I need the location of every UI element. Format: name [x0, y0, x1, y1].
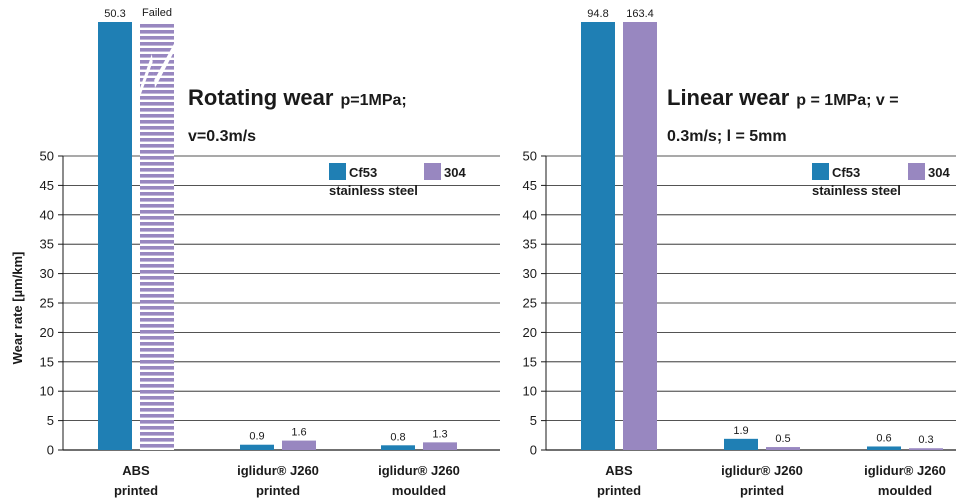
data-label: 0.6	[876, 432, 891, 444]
y-tick-label: 5	[47, 413, 54, 428]
y-tick-label: 45	[523, 178, 537, 193]
category-label: printed	[597, 483, 641, 498]
data-label: 1.3	[432, 428, 447, 440]
legend-swatch	[908, 163, 925, 180]
chart-title-conditions: v=0.3m/s	[188, 128, 256, 145]
data-label: 0.8	[390, 431, 405, 443]
bar	[282, 440, 316, 450]
y-tick-label: 50	[40, 149, 54, 164]
y-tick-label: 10	[40, 384, 54, 399]
bar	[240, 444, 274, 450]
chart-title: Rotating wear p=1MPa;	[188, 85, 407, 110]
data-label: Failed	[142, 7, 172, 19]
legend-label: Cf53	[349, 165, 377, 180]
y-tick-label: 35	[40, 237, 54, 252]
bar	[766, 447, 800, 450]
category-label: ABS	[605, 463, 633, 478]
rotating-wear-chart: 0 5 10 15 20 25 30 35 40 45 50 Wear rate [µm/km] 50.…	[10, 7, 500, 498]
y-tick-label: 10	[523, 384, 537, 399]
legend-swatch	[329, 163, 346, 180]
y-tick-label: 45	[40, 178, 54, 193]
category-label: printed	[740, 483, 784, 498]
data-label: 0.5	[775, 433, 790, 445]
y-tick-label: 30	[523, 266, 537, 281]
y-axis-label: Wear rate [µm/km]	[10, 252, 25, 365]
legend-swatch	[424, 163, 441, 180]
y-tick-label: 25	[523, 296, 537, 311]
bar-overflow	[623, 22, 657, 450]
legend-label: 304	[928, 165, 950, 180]
y-tick-label: 5	[530, 413, 537, 428]
chart-title-conditions: p = 1MPa; v =	[796, 92, 898, 109]
bar	[724, 438, 758, 450]
y-tick-label: 25	[40, 296, 54, 311]
legend-swatch	[812, 163, 829, 180]
y-tick-label: 20	[523, 325, 537, 340]
category-label: iglidur® J260	[237, 463, 319, 478]
bar	[381, 445, 415, 450]
y-tick-label: 20	[40, 325, 54, 340]
data-label: 94.8	[587, 8, 608, 20]
y-tick-label: 50	[523, 149, 537, 164]
y-tick-label: 0	[47, 443, 54, 458]
category-label: printed	[114, 483, 158, 498]
y-tick-label: 35	[523, 237, 537, 252]
chart-title-main: Linear wear	[667, 85, 790, 110]
y-tick-label: 15	[40, 354, 54, 369]
bar	[867, 446, 901, 450]
category-label: iglidur® J260	[721, 463, 803, 478]
category-label: ABS	[122, 463, 150, 478]
bar-failed	[140, 22, 174, 450]
y-tick-label: 40	[523, 207, 537, 222]
data-label: 0.9	[249, 431, 264, 443]
bar	[909, 448, 943, 450]
data-label: 1.9	[733, 425, 748, 437]
legend-note: stainless steel	[329, 183, 418, 198]
bar	[423, 442, 457, 450]
category-label: printed	[256, 483, 300, 498]
chart-title-main: Rotating wear	[188, 85, 334, 110]
category-label: iglidur® J260	[864, 463, 946, 478]
bar-overflow	[581, 22, 615, 450]
y-tick-label: 30	[40, 266, 54, 281]
legend-label: 304	[444, 165, 466, 180]
bar-overflow	[98, 22, 132, 450]
y-tick-label: 15	[523, 354, 537, 369]
legend-note: stainless steel	[812, 183, 901, 198]
y-tick-label: 0	[530, 443, 537, 458]
chart-title-conditions: 0.3m/s; l = 5mm	[667, 128, 787, 145]
linear-wear-chart: 0 5 10 15 20 25 30 35 40 45 50 94.8 163.4 ABS printed 1…	[523, 8, 956, 498]
data-label: 50.3	[104, 8, 125, 20]
y-tick-label: 40	[40, 207, 54, 222]
chart-title: Linear wear p = 1MPa; v =	[667, 85, 899, 110]
category-label: iglidur® J260	[378, 463, 460, 478]
category-label: moulded	[878, 483, 932, 498]
data-label: 1.6	[291, 427, 306, 439]
chart-title-conditions: p=1MPa;	[340, 92, 406, 109]
data-label: 0.3	[918, 434, 933, 446]
data-label: 163.4	[626, 8, 654, 20]
legend-label: Cf53	[832, 165, 860, 180]
category-label: moulded	[392, 483, 446, 498]
